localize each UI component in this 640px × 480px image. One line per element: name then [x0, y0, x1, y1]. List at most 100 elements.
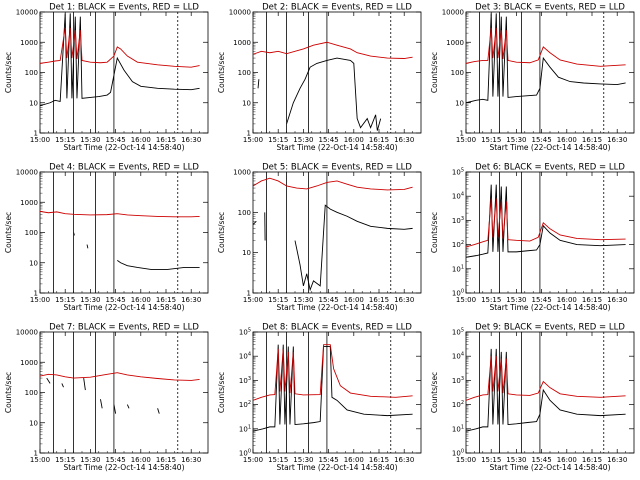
plot-frame — [39, 171, 209, 294]
x-tick-label: 16:30 — [181, 136, 201, 144]
y-tick-label: 102 — [452, 240, 464, 249]
y-tick-label: 104 — [239, 352, 251, 361]
y-tick-label: 100 — [451, 69, 464, 77]
x-tick-label: 15:15 — [268, 296, 288, 304]
series-lld-line — [466, 356, 626, 401]
x-tick-label: 15:15 — [55, 296, 75, 304]
series-lld-line — [253, 177, 413, 191]
x-tick-label: 16:00 — [344, 136, 364, 144]
x-tick-label: 15:30 — [293, 456, 313, 464]
x-tick-label: 15:15 — [481, 456, 501, 464]
plot-frame — [252, 171, 422, 294]
x-tick-label: 16:30 — [607, 136, 627, 144]
x-axis-label: Start Time (22-Oct-14 14:58:40) — [489, 143, 610, 152]
x-tick-label: 15:00 — [243, 136, 263, 144]
y-tick-label: 100 — [238, 69, 251, 77]
panel-det-4: Det 4: BLACK = Events, RED = LLD 15:00 15:… — [4, 163, 209, 312]
x-tick-label: 16:00 — [557, 136, 577, 144]
series-events-line — [466, 13, 626, 104]
panel-det-3: Det 3: BLACK = Events, RED = LLD 15:00 15:… — [430, 3, 635, 152]
panel-det-9: Det 9: BLACK = Events, RED = LLD 15:00 15:… — [430, 323, 635, 472]
panel-title: Det 5: BLACK = Events, RED = LLD — [262, 163, 412, 173]
series-events-line — [466, 348, 626, 432]
x-tick-label: 16:00 — [344, 296, 364, 304]
x-tick-label: 16:00 — [557, 296, 577, 304]
y-tick-label: 101 — [452, 264, 464, 273]
y-axis-label: Counts/sec — [430, 372, 439, 413]
y-tick-label: 103 — [452, 216, 464, 225]
x-tick-label: 16:00 — [557, 456, 577, 464]
x-axis-label: Start Time (22-Oct-14 14:58:40) — [276, 303, 397, 312]
y-tick-label: 1 — [460, 130, 464, 138]
x-tick-label: 15:45 — [319, 136, 339, 144]
y-tick-label: 104 — [452, 352, 464, 361]
y-tick-label: 100 — [239, 449, 251, 458]
y-tick-label: 1 — [247, 290, 251, 298]
y-tick-label: 100 — [25, 389, 38, 397]
x-tick-label: 15:30 — [293, 296, 313, 304]
y-tick-label: 1000 — [446, 39, 464, 47]
x-tick-label: 15:00 — [30, 296, 50, 304]
x-tick-label: 15:45 — [106, 456, 126, 464]
y-tick-label: 10 — [242, 249, 251, 257]
x-tick-label: 16:15 — [156, 456, 176, 464]
x-tick-label: 16:30 — [607, 456, 627, 464]
series-lld-line — [40, 372, 200, 381]
y-tick-label: 10 — [29, 419, 38, 427]
panel-det-1: Det 1: BLACK = Events, RED = LLD 15:00 15:… — [4, 3, 209, 152]
y-tick-label: 1 — [34, 130, 38, 138]
y-tick-label: 1 — [247, 130, 251, 138]
y-tick-label: 102 — [452, 400, 464, 409]
x-tick-label: 15:45 — [106, 136, 126, 144]
x-tick-label: 15:00 — [30, 456, 50, 464]
x-tick-label: 16:30 — [394, 136, 414, 144]
x-axis-label: Start Time (22-Oct-14 14:58:40) — [489, 303, 610, 312]
panel-title: Det 8: BLACK = Events, RED = LLD — [262, 323, 412, 333]
x-tick-label: 15:15 — [481, 136, 501, 144]
x-axis-label: Start Time (22-Oct-14 14:58:40) — [63, 303, 184, 312]
x-tick-label: 15:30 — [506, 456, 526, 464]
panel-det-8: Det 8: BLACK = Events, RED = LLD 15:00 15:… — [217, 323, 422, 472]
x-tick-label: 16:15 — [369, 296, 389, 304]
x-tick-label: 15:45 — [319, 296, 339, 304]
y-axis-label: Counts/sec — [430, 212, 439, 253]
x-tick-label: 16:30 — [607, 296, 627, 304]
y-tick-label: 1000 — [20, 199, 38, 207]
x-tick-label: 16:30 — [394, 296, 414, 304]
series-events-line — [73, 232, 200, 270]
y-tick-label: 100 — [238, 209, 251, 217]
x-tick-label: 16:15 — [156, 296, 176, 304]
x-axis-label: Start Time (22-Oct-14 14:58:40) — [276, 463, 397, 472]
y-tick-label: 10000 — [16, 329, 38, 337]
x-tick-label: 16:00 — [131, 136, 151, 144]
y-tick-label: 10 — [242, 99, 251, 107]
x-tick-label: 15:00 — [243, 456, 263, 464]
y-axis-label: Counts/sec — [4, 372, 13, 413]
x-tick-label: 16:15 — [582, 296, 602, 304]
x-tick-label: 16:15 — [582, 136, 602, 144]
x-tick-label: 16:30 — [394, 456, 414, 464]
x-tick-label: 15:00 — [30, 136, 50, 144]
y-tick-label: 1000 — [233, 39, 251, 47]
y-tick-label: 1000 — [20, 359, 38, 367]
panel-title: Det 4: BLACK = Events, RED = LLD — [49, 163, 199, 173]
x-tick-label: 15:45 — [532, 456, 552, 464]
y-tick-label: 100 — [452, 289, 464, 298]
series-lld-line — [40, 210, 200, 218]
y-tick-label: 105 — [452, 168, 464, 177]
y-tick-label: 100 — [25, 229, 38, 237]
y-tick-label: 1 — [34, 450, 38, 458]
x-tick-label: 15:45 — [532, 296, 552, 304]
y-tick-label: 105 — [452, 328, 464, 337]
plot-frame — [39, 331, 209, 454]
panel-title: Det 3: BLACK = Events, RED = LLD — [475, 3, 625, 13]
x-tick-label: 15:15 — [268, 456, 288, 464]
y-tick-label: 10000 — [229, 9, 251, 17]
y-tick-label: 1000 — [20, 39, 38, 47]
series-events-line — [253, 204, 413, 292]
series-events-line — [46, 377, 160, 414]
x-tick-label: 16:15 — [369, 136, 389, 144]
x-tick-label: 15:30 — [506, 136, 526, 144]
panel-title: Det 2: BLACK = Events, RED = LLD — [262, 3, 412, 13]
x-tick-label: 16:15 — [156, 136, 176, 144]
